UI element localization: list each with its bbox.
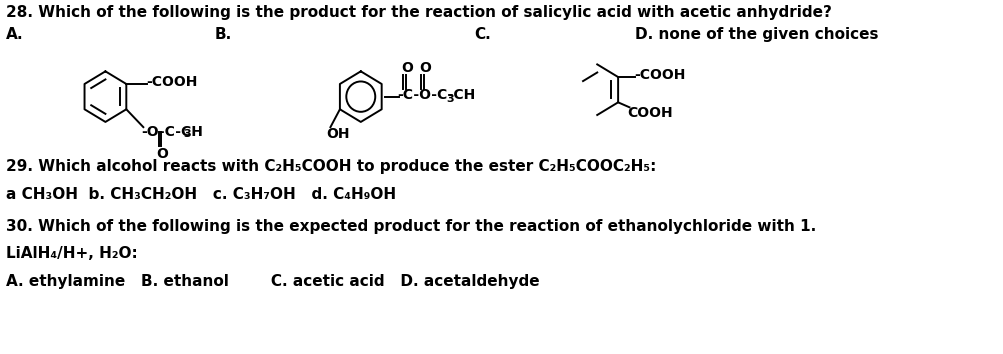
Text: 29. Which alcohol reacts with C₂H₅COOH to produce the ester C₂H₅COOC₂H₅:: 29. Which alcohol reacts with C₂H₅COOH t… [6,159,656,174]
Text: COOH: COOH [627,106,673,120]
Text: O: O [155,147,168,161]
Text: -O-C-CH: -O-C-CH [141,125,204,139]
Text: LiAlH₄/H+, H₂O:: LiAlH₄/H+, H₂O: [6,246,137,262]
Text: 30. Which of the following is the expected product for the reaction of ethanolyc: 30. Which of the following is the expect… [6,219,815,234]
Text: C.: C. [473,27,490,42]
Text: OH: OH [326,127,350,141]
Text: -COOH: -COOH [146,75,198,89]
Text: -C-O-C-CH: -C-O-C-CH [397,88,475,102]
Text: 3: 3 [445,93,453,104]
Text: O: O [401,61,413,75]
Text: -COOH: -COOH [634,68,685,82]
Text: A.: A. [6,27,24,42]
Text: B.: B. [214,27,232,42]
Text: O: O [419,61,431,75]
Text: a CH₃OH  b. CH₃CH₂OH   c. C₃H₇OH   d. C₄H₉OH: a CH₃OH b. CH₃CH₂OH c. C₃H₇OH d. C₄H₉OH [6,187,396,202]
Text: D. none of the given choices: D. none of the given choices [635,27,878,42]
Text: 3: 3 [183,129,191,139]
Text: 28. Which of the following is the product for the reaction of salicylic acid wit: 28. Which of the following is the produc… [6,5,831,21]
Text: A. ethylamine   B. ethanol        C. acetic acid   D. acetaldehyde: A. ethylamine B. ethanol C. acetic acid … [6,274,540,289]
